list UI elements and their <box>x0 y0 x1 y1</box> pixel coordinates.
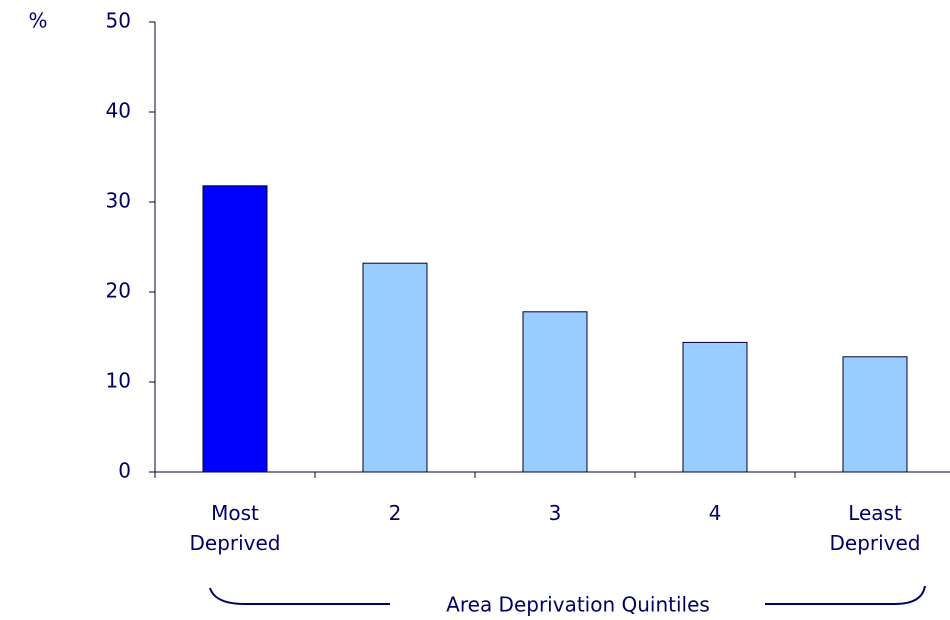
y-tick-label: 50 <box>106 9 131 33</box>
bracket <box>209 585 926 605</box>
x-tick-label: 2 <box>388 501 402 525</box>
y-tick-label: 10 <box>106 369 131 393</box>
y-tick-label: 20 <box>106 279 131 303</box>
x-tick-label: Most Deprived <box>189 501 281 555</box>
y-tick-label: 30 <box>106 189 131 213</box>
bar <box>522 311 588 473</box>
x-tick-label: Least Deprived <box>829 501 921 555</box>
y-axis-label: % <box>28 9 47 33</box>
x-axis-label: Area Deprivation Quintiles <box>446 593 710 617</box>
x-tick-label: 3 <box>548 501 562 525</box>
y-tick-label: 40 <box>106 99 131 123</box>
x-tick-label: 4 <box>708 501 722 525</box>
bar <box>362 262 428 473</box>
bar <box>682 341 748 473</box>
y-tick-label: 0 <box>118 459 131 483</box>
bar <box>842 356 908 473</box>
bar <box>202 185 268 473</box>
